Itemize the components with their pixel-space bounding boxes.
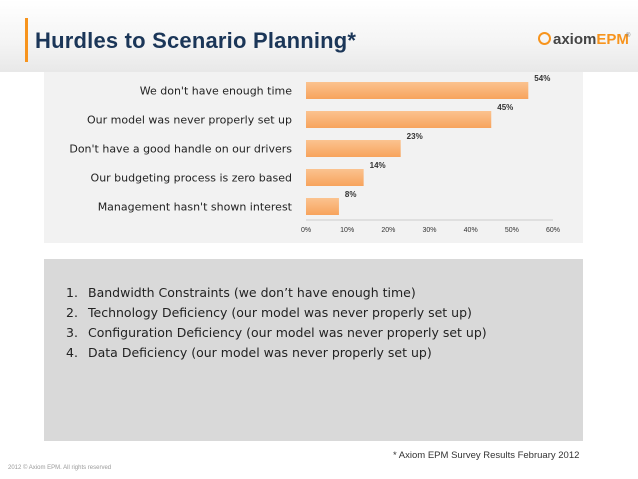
title-accent-bar [25,18,28,62]
list-item: 1. Bandwidth Constraints (we don’t have e… [66,283,487,303]
x-tick-label: 40% [464,227,478,234]
logo-epm-text: EPM [596,31,629,48]
x-tick-label: 60% [546,227,560,234]
x-tick-label: 0% [301,227,311,234]
x-tick-label: 20% [381,227,395,234]
category-label: Don't have a good handle on our drivers [69,143,292,156]
slide-title: Hurdles to Scenario Planning* [35,28,357,53]
findings-list: 1. Bandwidth Constraints (we don’t have e… [66,283,487,363]
list-item-text: Technology Deficiency (our model was nev… [88,305,472,320]
list-item: 4. Data Deficiency (our model was never p… [66,343,487,363]
findings-panel: 1. Bandwidth Constraints (we don’t have e… [44,259,583,441]
logo-trademark: ® [626,33,631,39]
x-tick-label: 50% [505,227,519,234]
data-label: 8% [345,190,357,199]
source-note: * Axiom EPM Survey Results February 2012 [393,450,580,461]
list-item: 3. Configuration Deficiency (our model wa… [66,323,487,343]
category-label: Our model was never properly set up [87,114,292,127]
bar [306,82,529,99]
category-label: Our budgeting process is zero based [91,172,292,185]
logo-axiom-text: axiom [553,31,597,48]
category-label: Management hasn't shown interest [98,201,293,214]
hurdles-bar-chart: We don't have enough time 54% Our model wa… [69,74,560,234]
chart-panel: We don't have enough time 54% Our model wa… [44,72,583,243]
list-item-number: 3. [66,325,78,340]
copyright-footer: 2012 © Axiom EPM. All rights reserved [8,465,112,471]
list-item-number: 1. [66,285,78,300]
axiom-epm-logo: axiomEPM ® [538,30,630,50]
data-label: 23% [407,132,423,141]
data-label: 54% [534,74,550,83]
slide-header: Hurdles to Scenario Planning* axiomEPM ® [0,0,638,72]
category-label: We don't have enough time [140,85,292,98]
x-tick-label: 10% [340,227,354,234]
bar [306,140,401,157]
list-item-text: Data Deficiency (our model was never pro… [88,345,432,360]
list-item-text: Bandwidth Constraints (we don’t have eno… [88,285,416,300]
data-label: 14% [370,161,386,170]
bar [306,169,364,186]
list-item-text: Configuration Deficiency (our model was … [88,325,487,340]
bar [306,198,339,215]
list-item-number: 2. [66,305,78,320]
list-item: 2. Technology Deficiency (our model was n… [66,303,487,323]
bar [306,111,492,128]
logo-ring-icon [538,32,551,45]
data-label: 45% [497,103,513,112]
list-item-number: 4. [66,345,78,360]
x-tick-label: 30% [422,227,436,234]
